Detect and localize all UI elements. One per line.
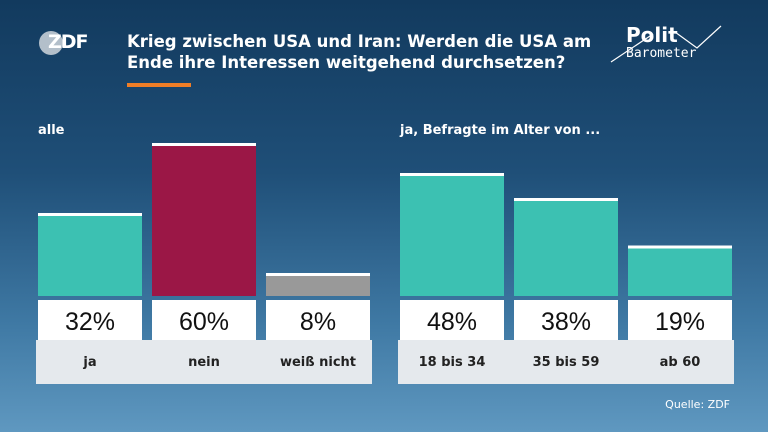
bar-top-line	[628, 245, 732, 249]
value-box	[38, 300, 142, 340]
bar	[514, 201, 618, 296]
bar	[266, 276, 370, 296]
data-label: 19%	[655, 308, 705, 336]
bar-top-line	[152, 143, 256, 146]
politbarometer-logo-icon	[610, 25, 722, 63]
category-band	[398, 340, 734, 384]
bar-top-line	[266, 273, 370, 276]
value-box	[514, 300, 618, 340]
category-label: nein	[188, 355, 220, 370]
bar-top-line	[400, 173, 504, 176]
data-label: 8%	[300, 308, 336, 336]
bar-top-line	[38, 213, 142, 216]
data-label: 48%	[427, 308, 477, 336]
category-label: 35 bis 59	[533, 355, 600, 370]
bar-top-line	[514, 198, 618, 201]
brand-text-barometer: Barometer	[626, 46, 697, 61]
chart-title-line-1: Krieg zwischen USA und Iran: Werden die …	[127, 32, 592, 51]
bar	[38, 216, 142, 296]
data-label: 32%	[65, 308, 115, 336]
data-label: 38%	[541, 308, 591, 336]
value-box	[266, 300, 370, 340]
value-box	[152, 300, 256, 340]
category-label: ja	[82, 355, 96, 370]
bar	[628, 248, 732, 296]
value-box	[400, 300, 504, 340]
category-label: weiß nicht	[280, 355, 356, 370]
chart-title: Krieg zwischen USA und Iran: Werden die …	[127, 31, 597, 73]
group-label-all: alle	[38, 123, 65, 138]
category-label: ab 60	[660, 355, 701, 370]
zdf-logo-text: ZDF	[48, 31, 89, 53]
value-box	[628, 300, 732, 340]
title-accent-underline	[127, 83, 191, 87]
bar	[152, 146, 256, 296]
bar	[400, 176, 504, 296]
group-label-age: ja, Befragte im Alter von ...	[400, 123, 601, 138]
chart-title-line-2: Ende ihre Interessen weitgehend durchset…	[127, 53, 566, 72]
source-credit: Quelle: ZDF	[665, 398, 730, 411]
data-label: 60%	[179, 308, 229, 336]
category-label: 18 bis 34	[419, 355, 486, 370]
brand-text-polit: Polit	[626, 23, 678, 47]
zdf-logo-icon	[39, 31, 63, 55]
category-band	[36, 340, 372, 384]
